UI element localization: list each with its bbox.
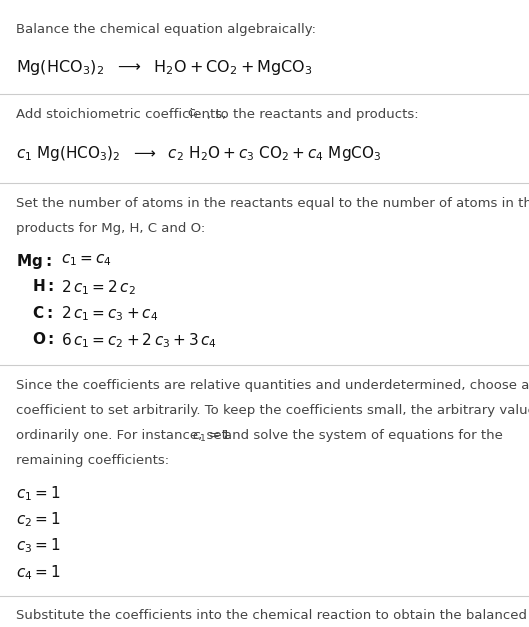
Text: $c_4 = 1$: $c_4 = 1$: [16, 563, 60, 582]
Text: $c_1 = c_4$: $c_1 = c_4$: [61, 252, 112, 268]
Text: Substitute the coefficients into the chemical reaction to obtain the balanced: Substitute the coefficients into the che…: [16, 609, 527, 623]
Text: remaining coefficients:: remaining coefficients:: [16, 454, 169, 467]
Text: $6\,c_1 = c_2 + 2\,c_3 + 3\,c_4$: $6\,c_1 = c_2 + 2\,c_3 + 3\,c_4$: [61, 331, 217, 350]
Text: , to the reactants and products:: , to the reactants and products:: [207, 108, 418, 121]
Text: $c_1\ \mathrm{Mg(HCO_3)_2}\ \ \longrightarrow\ \ c_2\ \mathrm{H_2O} + c_3\ \math: $c_1\ \mathrm{Mg(HCO_3)_2}\ \ \longright…: [16, 144, 381, 163]
Text: and solve the system of equations for the: and solve the system of equations for th…: [224, 429, 503, 442]
Text: products for Mg, H, C and O:: products for Mg, H, C and O:: [16, 222, 205, 235]
Text: Balance the chemical equation algebraically:: Balance the chemical equation algebraica…: [16, 23, 316, 36]
Text: $c_2 = 1$: $c_2 = 1$: [16, 510, 60, 529]
Text: ordinarily one. For instance, set: ordinarily one. For instance, set: [16, 429, 231, 442]
Text: $\mathbf{O{:}}$: $\mathbf{O{:}}$: [32, 331, 54, 347]
Text: $c_3 = 1$: $c_3 = 1$: [16, 537, 60, 556]
Text: $\mathrm{Mg(HCO_3)_2}\ \ \longrightarrow\ \ \mathrm{H_2O + CO_2 + MgCO_3}$: $\mathrm{Mg(HCO_3)_2}\ \ \longrightarrow…: [16, 58, 313, 76]
Text: Since the coefficients are relative quantities and underdetermined, choose a: Since the coefficients are relative quan…: [16, 379, 529, 392]
Text: $\mathbf{Mg{:}}$: $\mathbf{Mg{:}}$: [16, 252, 51, 271]
Text: $2\,c_1 = c_3 + c_4$: $2\,c_1 = c_3 + c_4$: [61, 305, 158, 324]
Text: Set the number of atoms in the reactants equal to the number of atoms in the: Set the number of atoms in the reactants…: [16, 197, 529, 210]
Text: coefficient to set arbitrarily. To keep the coefficients small, the arbitrary va: coefficient to set arbitrarily. To keep …: [16, 404, 529, 417]
Text: $c_i$: $c_i$: [187, 108, 199, 121]
Text: $c_1 = 1$: $c_1 = 1$: [192, 429, 231, 444]
Text: $2\,c_1 = 2\,c_2$: $2\,c_1 = 2\,c_2$: [61, 278, 135, 297]
Text: $\mathbf{C{:}}$: $\mathbf{C{:}}$: [32, 305, 52, 321]
Text: $\mathbf{H{:}}$: $\mathbf{H{:}}$: [32, 278, 54, 295]
Text: $c_1 = 1$: $c_1 = 1$: [16, 484, 60, 503]
Text: Add stoichiometric coefficients,: Add stoichiometric coefficients,: [16, 108, 230, 121]
